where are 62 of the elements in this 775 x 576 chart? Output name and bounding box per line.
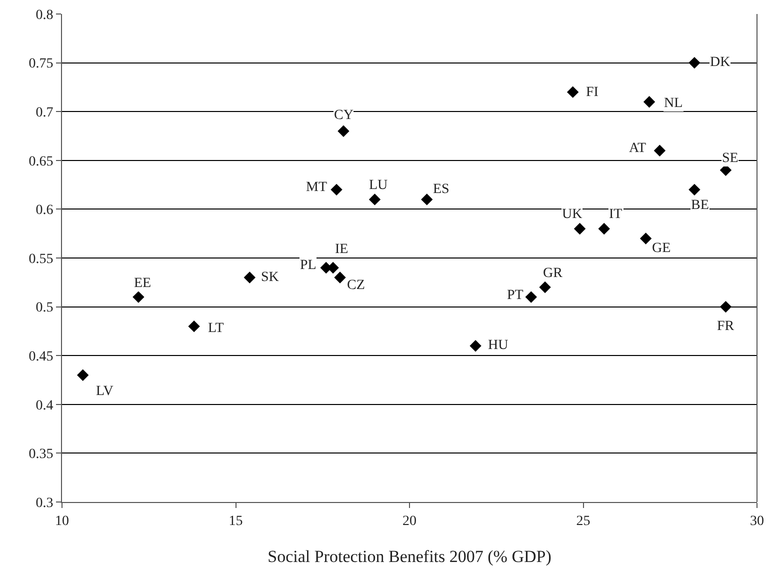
annotation: DK (710, 55, 730, 70)
annotation: SE (722, 151, 738, 166)
x-axis-title: Social Protection Benefits 2007 (% GDP) (268, 547, 552, 566)
annotation: SK (261, 270, 279, 285)
point (77, 369, 89, 381)
y-tick-label: 0.45 (28, 350, 54, 364)
point (368, 194, 381, 206)
y-tick-label: 0.4 (36, 398, 54, 414)
point (688, 56, 700, 69)
y-tick-label: 0.5 (36, 300, 54, 316)
point (525, 291, 537, 303)
point (688, 184, 700, 196)
x-tick-label: 15 (228, 514, 243, 529)
y-tick-label: 0.75 (28, 56, 54, 72)
annotation: HU (488, 338, 508, 353)
y-tick-label: 0.6 (36, 203, 54, 218)
point (720, 300, 732, 313)
annotation: FR (717, 319, 735, 334)
point (330, 184, 342, 196)
point (539, 281, 551, 294)
y-tick-label: 0.8 (36, 8, 54, 23)
point (566, 86, 579, 98)
annotation: CY (334, 108, 354, 123)
annotation: AT (629, 141, 647, 156)
point (132, 291, 144, 303)
point (338, 125, 350, 137)
annotation: IE (335, 242, 348, 257)
annotation: LT (208, 321, 224, 336)
annotation: IT (609, 207, 623, 222)
point (421, 194, 433, 206)
annotation: FI (586, 85, 599, 100)
x-tick-label: 20 (402, 514, 416, 529)
point (470, 340, 482, 352)
annotation: UK (562, 207, 582, 222)
y-tick-label: 0.65 (28, 154, 54, 170)
annotation: CZ (347, 278, 365, 293)
point (188, 320, 200, 332)
point (334, 272, 346, 284)
y-tick-label: 0.35 (28, 447, 54, 462)
point (244, 272, 256, 284)
annotation: GE (652, 241, 671, 256)
annotation: PL (300, 258, 316, 273)
annotation: LU (369, 178, 388, 193)
annotation: EE (134, 276, 152, 291)
point (574, 222, 586, 235)
y-tick-label: 0.7 (36, 106, 54, 120)
annotation: LV (96, 384, 114, 399)
x-tick-label: 10 (55, 514, 69, 529)
annotation: ES (433, 182, 450, 197)
point (643, 96, 656, 108)
y-tick-label: 0.55 (28, 252, 54, 267)
annotation: GR (543, 266, 564, 281)
annotation: NL (664, 96, 683, 111)
y-tick-label: 0.3 (36, 496, 54, 511)
point (598, 222, 610, 235)
annotation: MT (306, 180, 328, 195)
x-tick-label: 30 (750, 514, 764, 529)
annotation: PT (507, 288, 524, 303)
point (640, 232, 652, 244)
x-tick-label: 25 (576, 514, 590, 529)
point (654, 144, 666, 156)
annotation: BE (691, 198, 709, 213)
